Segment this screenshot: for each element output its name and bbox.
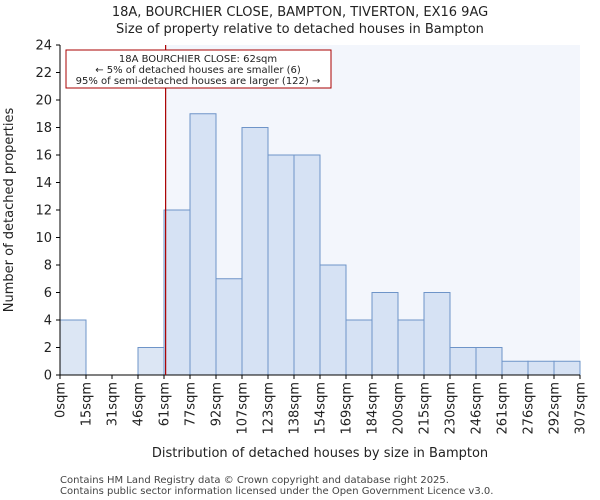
histogram-bar (397, 319, 425, 376)
x-tick-label: 184sqm (366, 382, 381, 435)
histogram-bar (553, 360, 581, 376)
y-tick-label: 16 (35, 149, 52, 164)
y-tick-label: 24 (35, 39, 52, 54)
y-tick-label: 0 (44, 369, 52, 384)
x-axis-label: Distribution of detached houses by size … (152, 446, 488, 461)
x-tick-label: 215sqm (418, 382, 433, 435)
x-tick-label: 31sqm (106, 382, 121, 426)
x-tick-label: 15sqm (80, 382, 95, 426)
histogram-bar (423, 292, 451, 376)
histogram-bar (501, 360, 529, 376)
histogram-bar (241, 127, 269, 376)
annotation-line-2: ← 5% of detached houses are smaller (6) (95, 65, 301, 76)
x-tick-label: 276sqm (522, 382, 537, 435)
histogram-bar (475, 347, 503, 376)
x-tick-label: 123sqm (262, 382, 277, 435)
histogram-bar (137, 347, 165, 376)
histogram-bar (527, 360, 555, 376)
chart-title: 18A, BOURCHIER CLOSE, BAMPTON, TIVERTON,… (112, 5, 488, 20)
x-tick-label: 307sqm (574, 382, 589, 435)
footer-line-1: Contains HM Land Registry data © Crown c… (60, 475, 449, 486)
x-tick-label: 0sqm (54, 382, 69, 418)
histogram-bar (449, 347, 477, 376)
y-tick-label: 10 (35, 231, 52, 246)
y-axis-label: Number of detached properties (2, 108, 17, 313)
x-tick-label: 138sqm (288, 382, 303, 435)
histogram-bar (59, 319, 87, 376)
histogram-bar (189, 113, 217, 376)
x-tick-label: 77sqm (184, 382, 199, 426)
y-tick-label: 12 (35, 204, 52, 219)
footer-line-2: Contains public sector information licen… (60, 486, 493, 497)
x-tick-label: 246sqm (470, 382, 485, 435)
x-tick-label: 292sqm (548, 382, 563, 435)
histogram-bar (267, 154, 295, 376)
histogram-bar (319, 264, 347, 376)
y-tick-label: 2 (44, 341, 52, 356)
annotation-box (65, 49, 332, 89)
x-tick-label: 92sqm (210, 382, 225, 426)
y-tick-label: 20 (35, 94, 52, 109)
histogram-bar (163, 209, 191, 376)
x-tick-label: 261sqm (496, 382, 511, 435)
x-tick-label: 169sqm (340, 382, 355, 435)
y-tick-label: 22 (35, 66, 52, 81)
y-tick-label: 8 (44, 259, 52, 274)
x-tick-label: 107sqm (236, 382, 251, 435)
histogram-bar (371, 292, 399, 376)
y-tick-label: 14 (35, 176, 52, 191)
histogram-bar (293, 154, 321, 376)
chart-subtitle: Size of property relative to detached ho… (116, 22, 484, 37)
y-tick-label: 4 (44, 314, 52, 329)
x-tick-label: 154sqm (314, 382, 329, 435)
annotation-line-1: 18A BOURCHIER CLOSE: 62sqm (119, 54, 277, 65)
y-tick-label: 6 (44, 286, 52, 301)
histogram-bar (345, 319, 373, 376)
histogram-bar (215, 278, 243, 376)
x-tick-label: 230sqm (444, 382, 459, 435)
y-tick-label: 18 (35, 121, 52, 136)
x-tick-label: 46sqm (132, 382, 147, 426)
annotation-line-3: 95% of semi-detached houses are larger (… (76, 76, 321, 87)
x-tick-label: 200sqm (392, 382, 407, 435)
x-tick-label: 61sqm (158, 382, 173, 426)
